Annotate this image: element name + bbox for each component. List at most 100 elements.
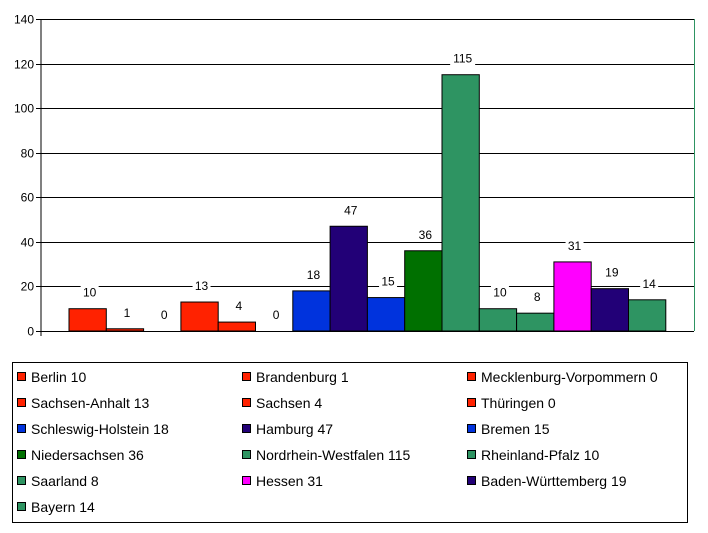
data-label-background bbox=[121, 305, 133, 320]
legend-swatch bbox=[17, 502, 26, 511]
y-tick-label: 140 bbox=[14, 13, 34, 27]
data-label: 14 bbox=[642, 277, 656, 291]
legend-label: Schleswig-Holstein 18 bbox=[31, 421, 169, 437]
bar-niedersachsen bbox=[404, 250, 443, 332]
data-label-background bbox=[565, 238, 584, 253]
legend-box bbox=[12, 362, 688, 523]
legend-label: Mecklenburg-Vorpommern 0 bbox=[481, 369, 658, 385]
legend-label: Hessen 31 bbox=[256, 473, 323, 489]
legend-swatch bbox=[467, 398, 476, 407]
bar-sachsen-anhalt bbox=[180, 301, 219, 332]
bar-brandenburg bbox=[105, 328, 145, 332]
legend-item: Thüringen 0 bbox=[467, 395, 556, 411]
data-label-background bbox=[602, 265, 621, 280]
legend-swatch bbox=[17, 476, 26, 485]
y-tick-label: 60 bbox=[21, 191, 35, 205]
legend-swatch bbox=[467, 372, 476, 381]
legend-label: Niedersachsen 36 bbox=[31, 447, 144, 463]
data-label: 31 bbox=[568, 239, 582, 253]
y-tick-label: 120 bbox=[14, 58, 34, 72]
bar-berlin bbox=[68, 308, 107, 332]
bar-bayern bbox=[628, 299, 667, 332]
y-tick-label: 0 bbox=[27, 325, 34, 339]
data-label-background bbox=[379, 274, 398, 289]
legend-item: Schleswig-Holstein 18 bbox=[17, 421, 169, 437]
data-label: 0 bbox=[273, 308, 280, 322]
bar-hessen bbox=[553, 261, 592, 332]
legend-swatch bbox=[242, 398, 251, 407]
bar-saarland bbox=[516, 312, 555, 332]
data-label: 0 bbox=[161, 308, 168, 322]
legend-item: Hessen 31 bbox=[242, 473, 323, 489]
bar-nordrhein-westfalen bbox=[441, 74, 480, 332]
legend-item: Saarland 8 bbox=[17, 473, 99, 489]
legend-swatch bbox=[467, 424, 476, 433]
legend-item: Rheinland-Pfalz 10 bbox=[467, 447, 600, 463]
legend-label: Berlin 10 bbox=[31, 369, 86, 385]
legend-item: Sachsen-Anhalt 13 bbox=[17, 395, 150, 411]
legend-swatch bbox=[467, 450, 476, 459]
legend-item: Niedersachsen 36 bbox=[17, 447, 144, 463]
bar-schleswig-holstein bbox=[292, 290, 331, 332]
legend-swatch bbox=[242, 372, 251, 381]
legend-label: Hamburg 47 bbox=[256, 421, 333, 437]
legend-item: Mecklenburg-Vorpommern 0 bbox=[467, 369, 658, 385]
y-tick-label: 40 bbox=[21, 236, 35, 250]
data-label: 13 bbox=[195, 279, 209, 293]
y-tick-label: 20 bbox=[21, 280, 35, 294]
legend-swatch bbox=[17, 398, 26, 407]
legend-item: Baden-Württemberg 19 bbox=[467, 473, 627, 489]
legend-label: Thüringen 0 bbox=[481, 395, 556, 411]
y-tick-label: 80 bbox=[21, 147, 35, 161]
data-label-background bbox=[341, 203, 360, 218]
data-label-background bbox=[270, 308, 282, 322]
legend-label: Rheinland-Pfalz 10 bbox=[481, 447, 600, 463]
legend-item: Nordrhein-Westfalen 115 bbox=[242, 447, 411, 463]
bar-hamburg bbox=[329, 225, 368, 332]
data-label: 1 bbox=[124, 306, 131, 320]
data-label: 10 bbox=[83, 286, 97, 300]
legend-swatch bbox=[17, 424, 26, 433]
legend-label: Nordrhein-Westfalen 115 bbox=[256, 447, 411, 463]
legend-swatch bbox=[242, 476, 251, 485]
data-label-background bbox=[450, 51, 476, 66]
legend-item: Berlin 10 bbox=[17, 369, 86, 385]
legend-label: Brandenburg 1 bbox=[256, 369, 349, 385]
data-label: 36 bbox=[419, 228, 433, 242]
data-label: 10 bbox=[493, 286, 507, 300]
legend-item: Hamburg 47 bbox=[242, 421, 333, 437]
data-label-background bbox=[304, 267, 323, 282]
legend-label: Bremen 15 bbox=[481, 421, 550, 437]
legend-swatch bbox=[467, 476, 476, 485]
data-label: 19 bbox=[605, 266, 619, 280]
data-label: 115 bbox=[453, 52, 472, 66]
legend-label: Sachsen 4 bbox=[256, 395, 322, 411]
legend: Berlin 10 Brandenburg 1 Mecklenburg-Vorpom… bbox=[12, 362, 688, 523]
bar-baden-w-rttemberg bbox=[590, 288, 630, 332]
data-label-background bbox=[531, 290, 543, 305]
legend-item: Brandenburg 1 bbox=[242, 369, 349, 385]
legend-label: Saarland 8 bbox=[31, 473, 99, 489]
legend-item: Bayern 14 bbox=[17, 499, 95, 515]
legend-label: Sachsen-Anhalt 13 bbox=[31, 395, 150, 411]
legend-swatch bbox=[242, 424, 251, 433]
y-axis-ticks: 0 20 40 60 80 100 120 140 bbox=[14, 13, 34, 339]
data-label-background bbox=[158, 308, 170, 322]
data-label: 8 bbox=[534, 290, 541, 304]
y-tick-label: 100 bbox=[14, 102, 34, 116]
data-label-background bbox=[192, 279, 211, 294]
data-label-background bbox=[490, 285, 509, 300]
data-label-background bbox=[233, 299, 245, 314]
legend-label: Baden-Württemberg 19 bbox=[481, 473, 627, 489]
bar-bremen bbox=[366, 297, 406, 332]
legend-swatch bbox=[17, 372, 26, 381]
bar-sachsen bbox=[217, 321, 256, 332]
bars bbox=[68, 74, 667, 332]
data-label: 4 bbox=[236, 299, 243, 313]
data-label-background bbox=[416, 227, 435, 242]
data-label-background bbox=[640, 276, 659, 291]
data-label: 18 bbox=[307, 268, 321, 282]
bar-rheinland-pfalz bbox=[478, 308, 518, 332]
